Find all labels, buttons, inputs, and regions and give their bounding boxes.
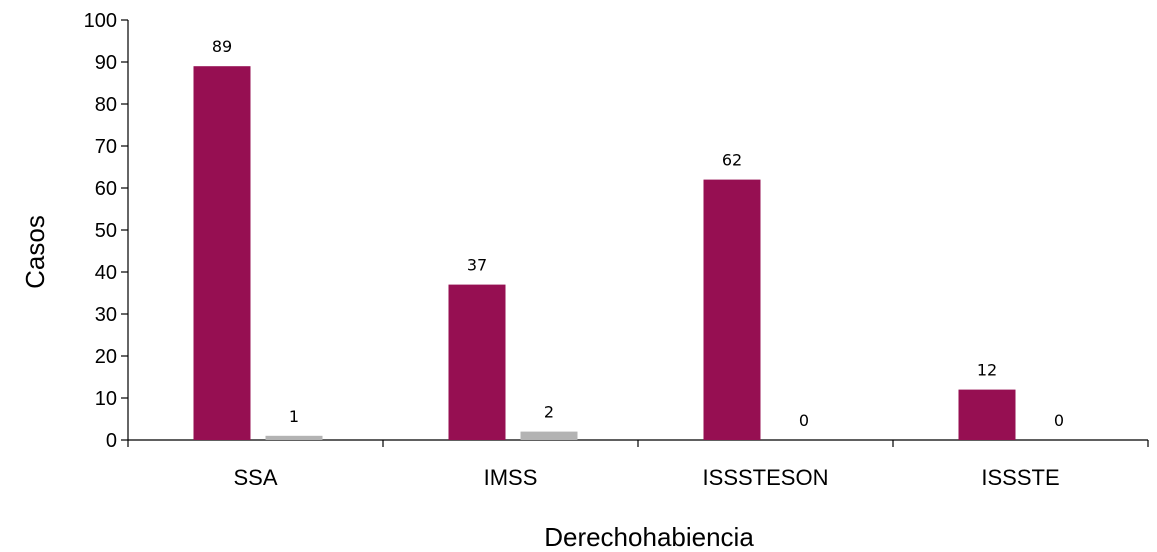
y-tick-label: 50 [95,220,117,242]
y-tick-label: 60 [95,178,117,200]
y-tick-label: 40 [95,262,117,284]
data-label: 37 [467,256,487,275]
data-label: 0 [1054,411,1064,430]
bar [265,435,323,440]
data-label: 89 [212,37,232,56]
bar [520,431,578,440]
bar [193,66,251,440]
y-tick-label: 0 [106,430,117,452]
data-label: 2 [544,403,554,422]
x-tick-label: SSA [233,465,277,490]
y-tick-label: 100 [84,10,117,32]
y-tick-label: 90 [95,52,117,74]
bar [958,389,1016,440]
y-tick-label: 10 [95,388,117,410]
x-tick-label: IMSS [484,465,538,490]
x-tick-label: ISSSTESON [703,465,829,490]
data-label: 0 [799,411,809,430]
data-label: 1 [289,407,299,426]
x-tick-label: ISSSTE [981,465,1059,490]
bar [703,179,761,440]
data-label: 12 [977,361,997,380]
y-tick-label: 30 [95,304,117,326]
data-label: 62 [722,151,742,170]
x-axis-title: Derechohabiencia [544,522,754,552]
y-tick-label: 20 [95,346,117,368]
y-tick-label: 80 [95,94,117,116]
bar [448,284,506,440]
y-tick-label: 70 [95,136,117,158]
y-axis-title: Casos [20,215,50,289]
